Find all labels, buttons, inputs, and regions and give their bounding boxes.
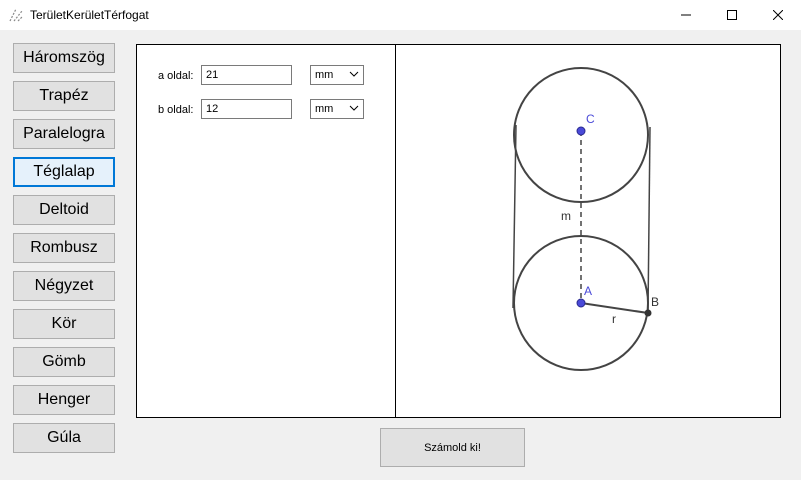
point-a [576,298,586,308]
point-b [644,309,652,317]
label-m: m [561,209,571,223]
nav-button-haromszog[interactable]: Háromszög [13,43,115,73]
left-side-line [512,124,517,309]
right-side-line [647,126,651,314]
panel-divider [395,44,396,418]
b-side-label: b oldal: [158,104,194,116]
a-unit-select[interactable]: mm [310,65,364,85]
radius-line [580,302,649,314]
b-side-input[interactable] [201,99,292,119]
minimize-button[interactable] [663,0,709,30]
label-b: B [651,295,659,309]
cylinder-diagram: C A B m r [512,67,659,371]
nav-button-teglalap[interactable]: Téglalap [13,157,115,187]
title-bar: TerületKerületTérfogat [0,0,801,30]
minimize-icon [681,14,691,16]
point-c [576,126,586,136]
nav-button-rombusz[interactable]: Rombusz [13,233,115,263]
nav-button-negyzet[interactable]: Négyzet [13,271,115,301]
label-a: A [584,284,592,298]
a-side-label: a oldal: [158,70,194,82]
b-unit-select[interactable]: mm [310,99,364,119]
label-r: r [612,312,616,326]
chevron-down-icon [349,105,359,111]
chevron-down-icon [349,71,359,77]
maximize-icon [727,10,737,20]
nav-button-gomb[interactable]: Gömb [13,347,115,377]
b-unit-value: mm [315,103,334,115]
app-icon [9,8,23,22]
nav-button-deltoid[interactable]: Deltoid [13,195,115,225]
nav-button-paralelogra[interactable]: Paralelogra [13,119,115,149]
a-side-input[interactable] [201,65,292,85]
nav-button-kor[interactable]: Kör [13,309,115,339]
maximize-button[interactable] [709,0,755,30]
close-icon [773,10,783,20]
nav-button-gula[interactable]: Gúla [13,423,115,453]
a-unit-value: mm [315,69,334,81]
calculate-button[interactable]: Számold ki! [380,428,525,467]
nav-button-henger[interactable]: Henger [13,385,115,415]
top-circle [513,67,649,203]
nav-button-trapez[interactable]: Trapéz [13,81,115,111]
window-title: TerületKerületTérfogat [30,8,149,22]
label-c: C [586,112,595,126]
close-button[interactable] [755,0,801,30]
